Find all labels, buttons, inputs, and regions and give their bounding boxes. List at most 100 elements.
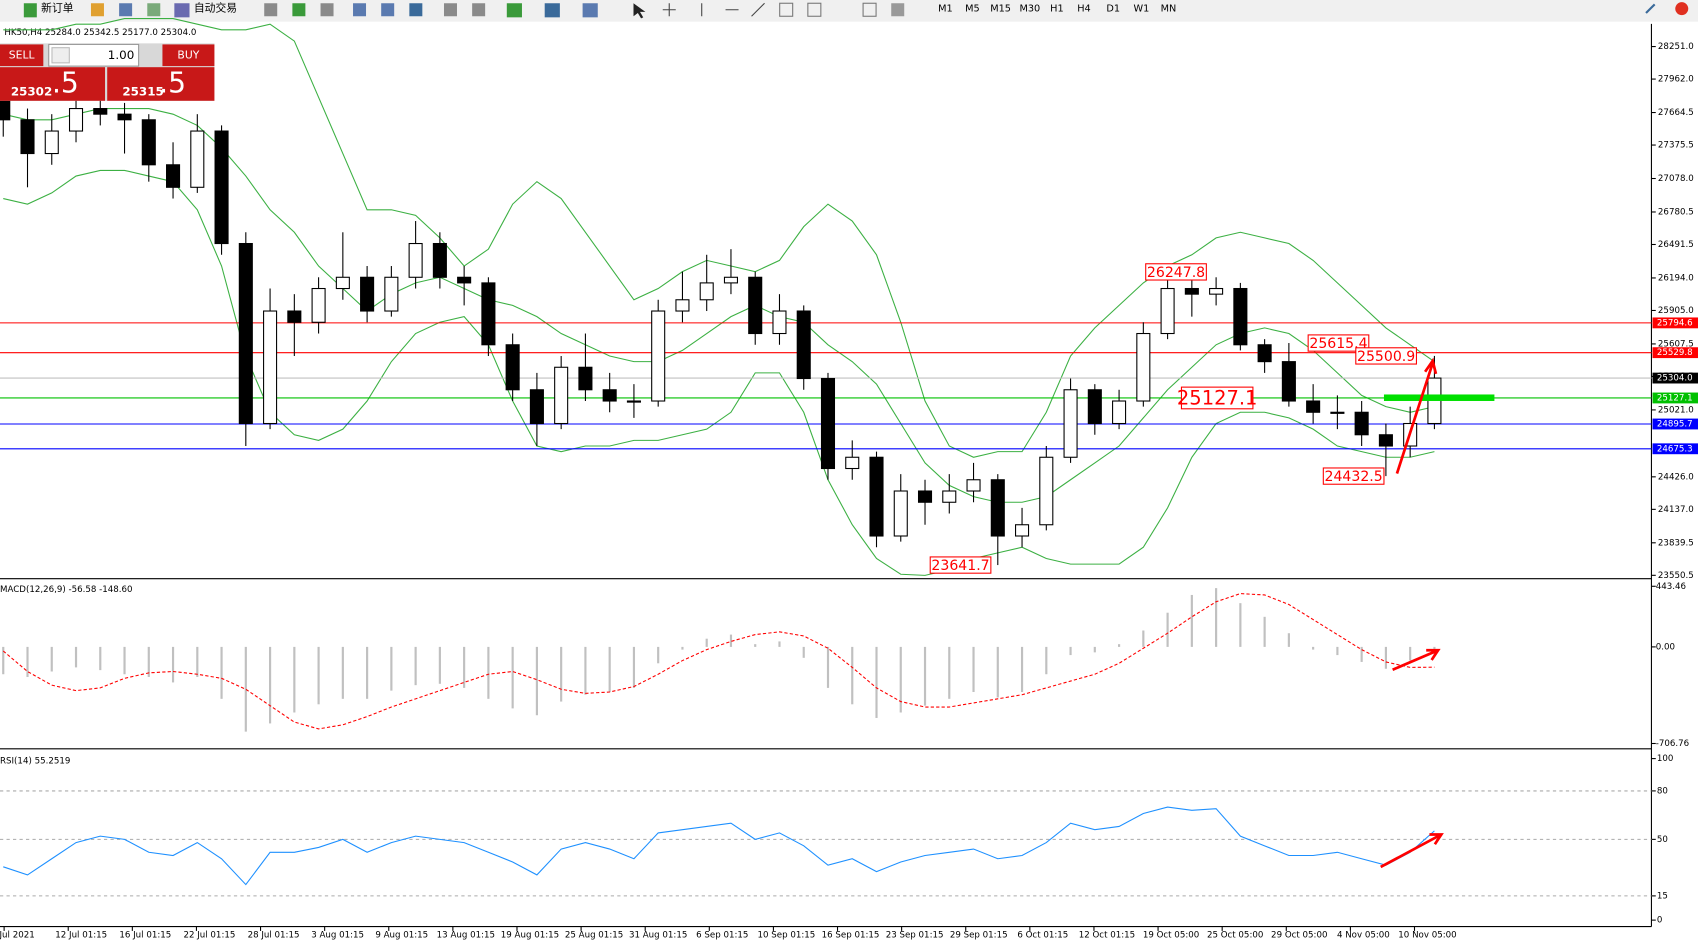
timeframe-button[interactable]: H1 xyxy=(1050,4,1064,15)
new-order-icon[interactable] xyxy=(23,3,37,18)
buy-price: 25315 xyxy=(122,85,163,99)
buy-price-box[interactable] xyxy=(107,67,215,101)
price-level-label: 24675.3 xyxy=(1657,444,1693,454)
y-tick-label: 25905.0 xyxy=(1658,306,1694,316)
x-tick-label: 12 Oct 01:15 xyxy=(1079,931,1135,941)
macd-bar xyxy=(1409,646,1412,661)
tool-icon[interactable] xyxy=(544,3,560,18)
macd-bar xyxy=(414,646,417,686)
auto-trading-icon[interactable] xyxy=(174,3,190,18)
y-tick-label: 26780.5 xyxy=(1658,207,1694,217)
cursor-tool[interactable] xyxy=(633,3,646,19)
macd-bar xyxy=(608,646,611,692)
timeframe-button[interactable]: M1 xyxy=(938,4,953,15)
tool-icon[interactable] xyxy=(472,3,486,17)
price-level-label: 25127.1 xyxy=(1657,393,1693,403)
macd-bar xyxy=(972,646,975,692)
tool-icon[interactable] xyxy=(264,3,278,17)
macd-bar xyxy=(899,646,902,713)
x-tick-label: 23 Sep 01:15 xyxy=(886,931,944,941)
tool-icon[interactable] xyxy=(147,3,161,17)
candle-body xyxy=(287,310,302,323)
line-tools[interactable] xyxy=(701,2,765,17)
notification-icon[interactable] xyxy=(1675,2,1689,16)
x-tick-label: 28 Jul 01:15 xyxy=(248,931,300,941)
buy-button[interactable] xyxy=(162,44,215,67)
timeframe-button[interactable]: H4 xyxy=(1077,4,1091,15)
timeframe-button[interactable]: MN xyxy=(1161,4,1177,15)
candle-body xyxy=(602,389,617,402)
tool-icon[interactable] xyxy=(891,3,905,17)
candle-body xyxy=(529,389,544,425)
price-annotation-box xyxy=(929,556,992,574)
chart-header: HK50,H4 25284.0 25342.5 25177.0 25304.0 xyxy=(4,28,196,38)
macd-bar xyxy=(463,646,466,688)
auto-trading-button[interactable]: 自动交易 xyxy=(194,1,237,15)
candle-body xyxy=(1015,524,1030,537)
support-marker xyxy=(1383,394,1495,401)
volume-input[interactable] xyxy=(48,43,140,67)
tool-icon[interactable] xyxy=(779,2,794,17)
tool-icon[interactable] xyxy=(409,3,423,17)
timeframe-button[interactable]: M15 xyxy=(990,4,1011,15)
tool-icon[interactable] xyxy=(119,3,133,17)
candle-body xyxy=(772,310,787,335)
x-tick-label: 16 Sep 01:15 xyxy=(822,931,880,941)
crosshair-tool[interactable] xyxy=(662,3,676,17)
candle-body xyxy=(1112,400,1127,425)
price-annotation: 24432.5 xyxy=(1325,469,1383,485)
x-tick-label: 13 Aug 01:15 xyxy=(437,931,495,941)
timeframe-button[interactable]: W1 xyxy=(1133,4,1149,15)
volume-down[interactable] xyxy=(51,47,70,64)
timeframe-button[interactable]: M30 xyxy=(1019,4,1040,15)
tool-icon[interactable] xyxy=(292,3,306,17)
candle-body xyxy=(238,242,253,425)
tool-icon[interactable] xyxy=(90,3,104,17)
macd-bar xyxy=(1020,646,1024,692)
price-level-label: 25529.8 xyxy=(1657,348,1693,358)
arrow xyxy=(1395,357,1438,475)
buy-label[interactable]: BUY xyxy=(177,48,199,61)
y-tick-label: 24137.0 xyxy=(1658,505,1694,515)
sell-price-box[interactable] xyxy=(0,67,106,101)
tool-icon[interactable] xyxy=(506,3,522,18)
candle-body xyxy=(1378,434,1393,447)
sell-label[interactable]: SELL xyxy=(9,48,35,61)
y-tick-label: 443.46 xyxy=(1656,582,1686,592)
tool-icon[interactable] xyxy=(443,3,457,17)
timeframe-button[interactable]: M5 xyxy=(965,4,980,15)
y-tick-label: 27078.0 xyxy=(1658,174,1694,184)
macd-bar xyxy=(681,646,684,650)
x-tick-label: Jul 2021 xyxy=(0,931,35,941)
bollinger-middle xyxy=(3,108,1435,503)
new-order-button[interactable]: 新订单 xyxy=(41,1,74,15)
macd-bar xyxy=(875,646,878,718)
price-level-tag xyxy=(1652,347,1698,359)
tool-icon[interactable] xyxy=(582,3,598,18)
candle-body xyxy=(432,242,447,278)
tool-icon[interactable] xyxy=(381,3,395,17)
tool-icon[interactable] xyxy=(320,3,334,17)
tool-icon[interactable] xyxy=(807,2,822,17)
x-tick-label: 29 Oct 05:00 xyxy=(1271,931,1327,941)
y-tick-label: 26491.5 xyxy=(1658,240,1694,250)
candle-body xyxy=(384,276,399,312)
y-tick-label: 80 xyxy=(1657,786,1668,796)
sell-button[interactable] xyxy=(0,44,44,67)
macd-bar xyxy=(948,646,951,699)
y-tick-label: 27962.0 xyxy=(1658,75,1694,85)
x-tick-label: 10 Nov 05:00 xyxy=(1398,931,1456,941)
search-icon[interactable] xyxy=(1645,3,1656,14)
timeframe-button[interactable]: D1 xyxy=(1106,4,1120,15)
volume-value[interactable]: 1.00 xyxy=(108,48,135,62)
tool-icon[interactable] xyxy=(353,3,367,17)
price-annotation: 25127.1 xyxy=(1177,387,1258,410)
macd-bar xyxy=(1117,644,1121,647)
macd-bar xyxy=(1287,633,1290,647)
text-tool[interactable] xyxy=(862,2,877,17)
macd-bar xyxy=(632,646,636,688)
arrow xyxy=(1380,833,1444,869)
y-tick-label: 50 xyxy=(1657,835,1668,845)
macd-bar xyxy=(1069,646,1072,656)
candle-body xyxy=(869,456,884,537)
